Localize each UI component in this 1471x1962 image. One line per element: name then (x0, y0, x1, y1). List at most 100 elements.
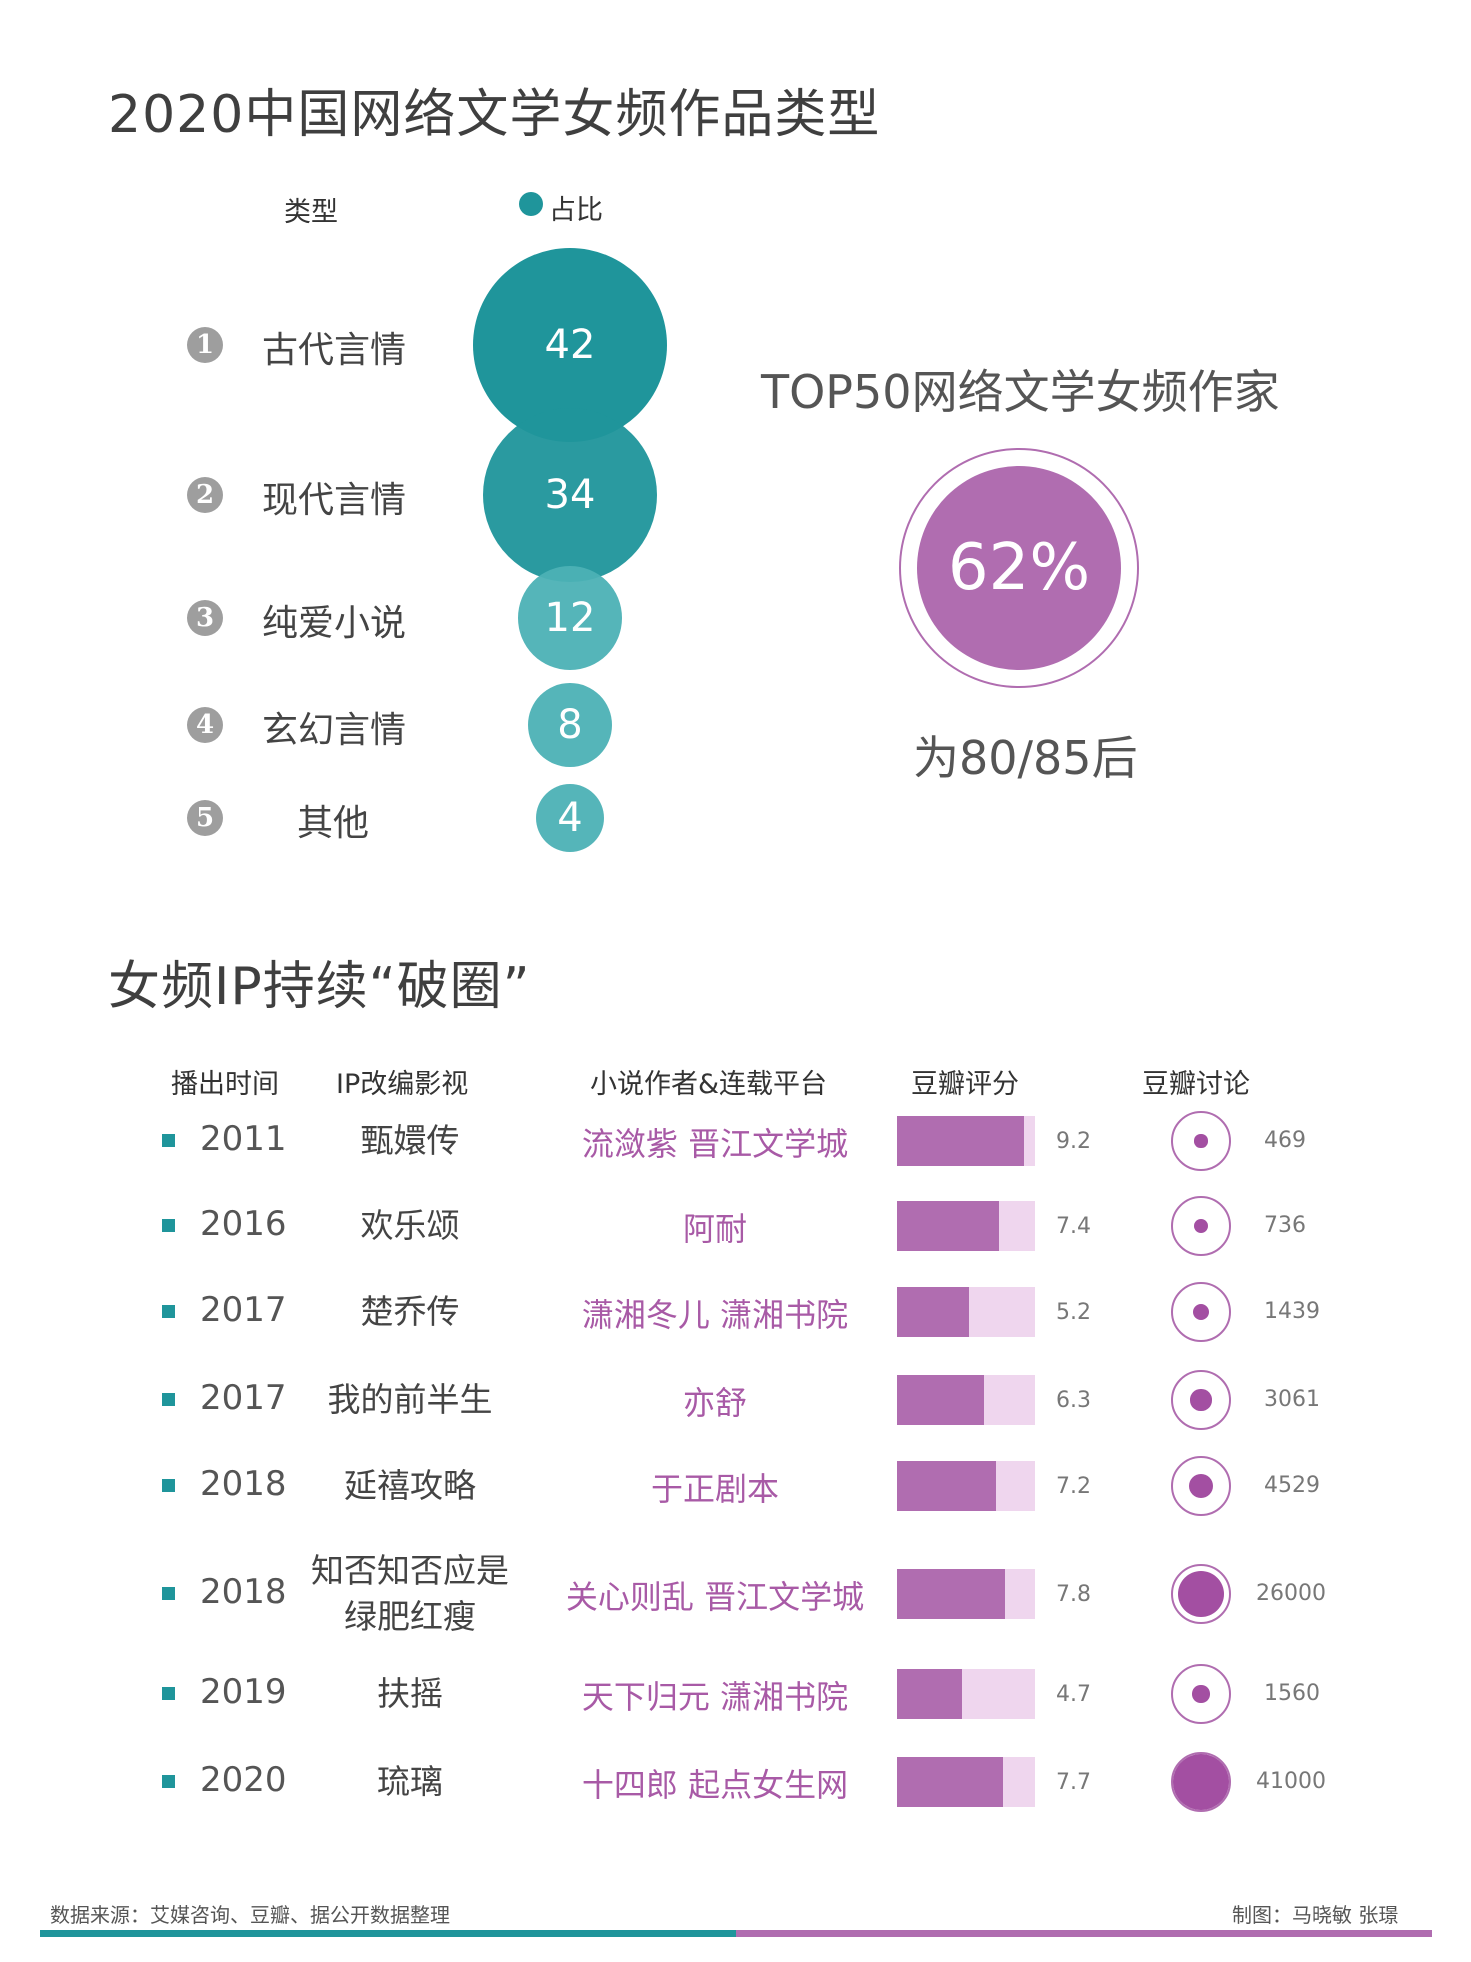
bubble-value: 34 (544, 471, 596, 518)
footer-bar-purple (736, 1930, 1432, 1937)
row-discussion: 736 (1264, 1213, 1306, 1238)
category-label: 玄幻言情 (262, 710, 407, 751)
row-show: 欢乐颂 (290, 1203, 530, 1249)
row-author: 阿耐 (682, 1210, 747, 1248)
discussion-dot (1177, 1570, 1225, 1618)
row-discussion: 4529 (1264, 1473, 1320, 1498)
row-discussion: 3061 (1264, 1387, 1320, 1412)
bubble-value: 12 (544, 594, 596, 641)
score-bar-fill (897, 1461, 997, 1511)
score-bar-fill (897, 1287, 969, 1337)
header-type: 类型 (284, 197, 338, 228)
row-author: 流潋紫 晋江文学城 (581, 1125, 849, 1163)
row-show-line: 延禧攻略 (344, 1466, 476, 1505)
row-marker-icon (162, 1775, 175, 1788)
row-score: 5.2 (1056, 1300, 1091, 1325)
discussion-dot (1190, 1389, 1212, 1411)
rank-number-icon: 5 (187, 800, 223, 836)
row-year: 2017 (200, 1290, 287, 1330)
rank-number-icon: 4 (187, 707, 223, 743)
row-marker-icon (162, 1219, 175, 1232)
row-show-line: 琉璃 (377, 1762, 443, 1801)
row-author: 亦舒 (682, 1384, 747, 1422)
row-score: 7.2 (1056, 1474, 1091, 1499)
footer-credit: 制图：马晓敏 张璟 (1232, 1903, 1399, 1927)
row-author: 潇湘冬儿 潇湘书院 (581, 1296, 849, 1334)
score-bar-fill (897, 1116, 1024, 1166)
row-marker-icon (162, 1393, 175, 1406)
row-show: 琉璃 (290, 1759, 530, 1805)
row-discussion: 26000 (1256, 1581, 1326, 1606)
top50-subtitle: 为80/85后 (913, 731, 1138, 785)
discussion-ring (1171, 1370, 1231, 1430)
row-show-line: 知否知否应是 (311, 1551, 509, 1590)
category-label: 现代言情 (262, 480, 407, 521)
row-author: 于正剧本 (650, 1470, 779, 1508)
row-show-line: 我的前半生 (327, 1380, 493, 1419)
row-show: 扶摇 (290, 1671, 530, 1717)
row-author: 关心则乱 晋江文学城 (565, 1578, 865, 1616)
table-col-header: 豆瓣评分 (911, 1069, 1019, 1100)
row-year: 2017 (200, 1378, 287, 1418)
category-label: 纯爱小说 (262, 603, 407, 644)
row-show-line: 绿肥红瘦 (344, 1597, 476, 1636)
category-label: 其他 (297, 803, 370, 844)
row-year: 2016 (200, 1204, 287, 1244)
row-year: 2018 (200, 1464, 287, 1504)
score-bar-fill (897, 1569, 1005, 1619)
row-score: 7.7 (1056, 1770, 1091, 1795)
bubble-3: 12 (518, 566, 622, 670)
score-bar-fill (897, 1375, 984, 1425)
row-year: 2018 (200, 1572, 287, 1612)
row-marker-icon (162, 1134, 175, 1147)
score-bar-fill (897, 1757, 1004, 1807)
row-marker-icon (162, 1305, 175, 1318)
score-bar-fill (897, 1669, 962, 1719)
row-show: 楚乔传 (290, 1289, 530, 1335)
top50-title: TOP50网络文学女频作家 (761, 365, 1280, 419)
row-show-line: 楚乔传 (360, 1292, 460, 1331)
discussion-dot (1194, 1134, 1208, 1148)
discussion-ring (1171, 1664, 1231, 1724)
row-show-line: 甄嬛传 (360, 1121, 460, 1160)
row-show-line: 扶摇 (377, 1674, 443, 1713)
discussion-dot (1189, 1474, 1213, 1498)
discussion-ring (1171, 1564, 1231, 1624)
footer-source: 数据来源：艾媒咨询、豆瓣、据公开数据整理 (50, 1903, 450, 1927)
rank-number-icon: 2 (187, 477, 223, 513)
row-discussion: 1439 (1264, 1299, 1320, 1324)
header-share: 占比 (549, 195, 603, 226)
score-bar-fill (897, 1201, 1000, 1251)
row-score: 4.7 (1056, 1682, 1091, 1707)
row-show: 甄嬛传 (290, 1118, 530, 1164)
row-year: 2011 (200, 1119, 287, 1159)
discussion-dot (1193, 1218, 1209, 1234)
footer-bar-teal (40, 1930, 736, 1937)
table-col-header: IP改编影视 (336, 1069, 469, 1100)
bubble-value: 4 (557, 795, 583, 841)
row-score: 7.8 (1056, 1582, 1091, 1607)
top50-percent: 62% (947, 531, 1091, 605)
rank-number-icon: 1 (187, 327, 223, 363)
discussion-ring (1171, 1282, 1231, 1342)
row-discussion: 1560 (1264, 1681, 1320, 1706)
top50-percent-circle: 62% (917, 466, 1121, 670)
table-col-header: 小说作者&连载平台 (590, 1069, 828, 1100)
row-author: 十四郎 起点女生网 (581, 1766, 849, 1804)
discussion-ring (1171, 1111, 1231, 1171)
row-marker-icon (162, 1479, 175, 1492)
bubble-5: 4 (536, 784, 604, 852)
row-marker-icon (162, 1587, 175, 1600)
bubble-4: 8 (527, 682, 613, 768)
bubble-value: 42 (544, 322, 596, 368)
table-col-header: 播出时间 (171, 1069, 279, 1100)
row-score: 7.4 (1056, 1214, 1091, 1239)
table-col-header: 豆瓣讨论 (1142, 1069, 1250, 1100)
row-score: 6.3 (1056, 1388, 1091, 1413)
row-marker-icon (162, 1687, 175, 1700)
bubble-2: 34 (482, 407, 658, 583)
row-discussion: 41000 (1256, 1769, 1326, 1794)
top50-ring (899, 448, 1139, 688)
row-discussion: 469 (1264, 1128, 1306, 1153)
